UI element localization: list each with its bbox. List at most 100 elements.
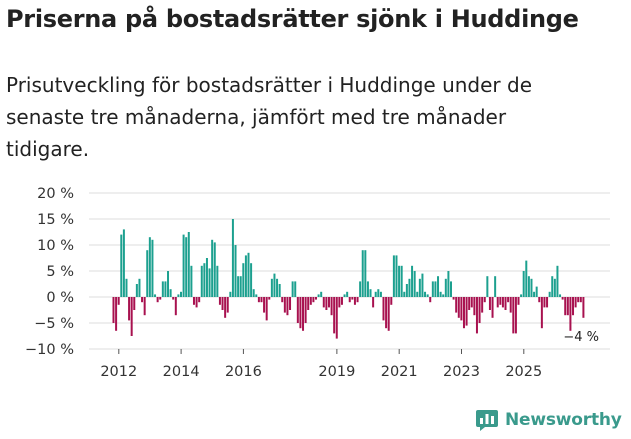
bar (418, 278, 421, 297)
bar (496, 297, 499, 308)
bar (429, 297, 432, 303)
bar (263, 297, 266, 313)
bar (416, 291, 419, 297)
bar (525, 260, 528, 297)
x-tick-label: 2014 (163, 364, 200, 380)
bar (390, 297, 393, 305)
bar (374, 291, 377, 297)
bar (169, 289, 172, 297)
bar (283, 297, 286, 313)
bar (133, 297, 136, 310)
page-title: Priserna på bostadsrätter sjönk i Huddin… (6, 5, 579, 33)
bar (205, 258, 208, 297)
bar (208, 268, 211, 297)
last-value-label: −4 % (563, 330, 599, 345)
bar (447, 271, 450, 297)
bar (377, 289, 380, 297)
bar (159, 297, 162, 300)
y-tick-label: 20 % (37, 186, 74, 202)
bar (364, 250, 367, 297)
bar (514, 297, 517, 334)
bar (213, 242, 216, 297)
bar (509, 297, 512, 313)
bar (546, 297, 549, 308)
bar (577, 297, 580, 303)
bar (348, 297, 351, 303)
bar (299, 297, 302, 329)
bar (491, 297, 494, 318)
bar (400, 265, 403, 297)
bar (138, 278, 141, 297)
bar (291, 281, 294, 297)
bar (481, 297, 484, 313)
bar (405, 284, 408, 297)
bar (330, 297, 333, 316)
bar (270, 278, 273, 297)
bar (369, 289, 372, 297)
bar-series (112, 219, 585, 339)
newsworthy-logo-icon (476, 410, 498, 431)
bar (442, 294, 445, 297)
bar (286, 297, 289, 316)
bar (387, 297, 390, 331)
bar (234, 245, 237, 297)
bar (200, 265, 203, 297)
bar (128, 297, 131, 321)
x-tick-label: 2012 (100, 364, 137, 380)
bar (221, 297, 224, 310)
bar (244, 255, 247, 297)
y-tick-label: 5 % (46, 264, 74, 280)
bar (115, 297, 118, 331)
bar (224, 297, 227, 318)
bar (325, 297, 328, 310)
bar (260, 297, 263, 303)
bar (335, 297, 338, 339)
bar (296, 297, 299, 323)
y-tick-label: 0 % (46, 290, 74, 306)
newsworthy-logo[interactable]: Newsworthy (475, 408, 622, 432)
bar (439, 291, 442, 297)
bar (229, 291, 232, 297)
bar (174, 297, 177, 316)
bar (333, 297, 336, 334)
y-tick-label: −10 % (25, 342, 74, 358)
bar (195, 297, 198, 308)
bar (120, 234, 123, 297)
bar (543, 297, 546, 308)
bar (343, 294, 346, 297)
bar (247, 252, 250, 297)
x-tick-label: 2021 (381, 364, 418, 380)
bar (398, 265, 401, 297)
bar (470, 297, 473, 308)
bar (520, 294, 523, 297)
bar (403, 291, 406, 297)
y-tick-label: 10 % (37, 238, 74, 254)
page-subtitle: Prisutveckling för bostadsrätter i Huddi… (6, 73, 532, 161)
bar (276, 278, 279, 297)
bar (564, 297, 567, 316)
x-axis: 2012 2014 2016 2019 2021 2023 2025 (100, 349, 542, 380)
bar (475, 297, 478, 334)
y-tick-label: 15 % (37, 212, 74, 228)
bar (361, 250, 364, 297)
bar (424, 291, 427, 297)
bar (172, 297, 175, 300)
bar (395, 255, 398, 297)
bar-chart: 20 % 15 % 10 % 5 % 0 % −5 % −10 % 2012 2014 2016… (25, 186, 610, 380)
bar (468, 297, 471, 310)
bar (226, 297, 229, 313)
bar (473, 297, 476, 316)
bar (340, 297, 343, 305)
bar (426, 294, 429, 297)
bar (250, 263, 253, 297)
bar (218, 297, 221, 305)
bar (413, 271, 416, 297)
bar (366, 281, 369, 297)
bar (356, 297, 359, 303)
bar (499, 297, 502, 305)
bar (242, 263, 245, 297)
bar (379, 291, 382, 297)
bar (582, 297, 585, 318)
bar (265, 297, 268, 321)
bar (460, 297, 463, 321)
